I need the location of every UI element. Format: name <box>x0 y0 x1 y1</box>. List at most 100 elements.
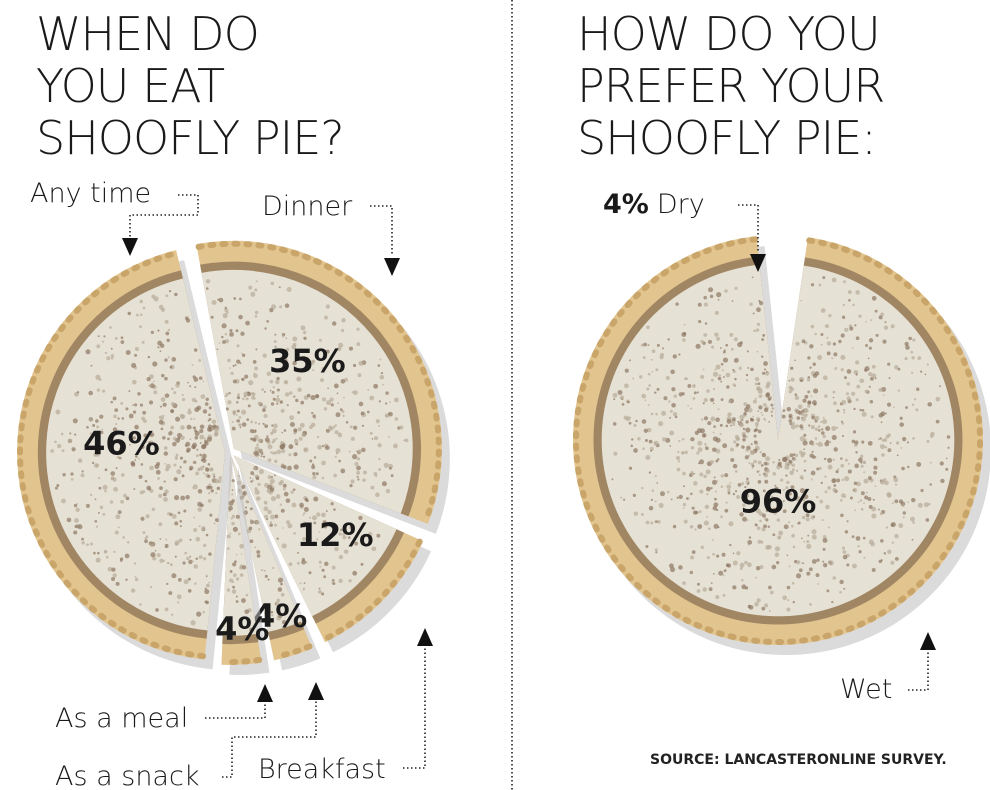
crumb <box>831 434 837 440</box>
crumb <box>867 440 873 446</box>
crumb <box>313 521 317 525</box>
crumb <box>755 576 758 579</box>
crumb <box>788 565 791 568</box>
crumb <box>696 589 701 593</box>
crumb <box>95 525 99 528</box>
crumb <box>271 424 274 427</box>
crumb <box>785 474 788 477</box>
crumb <box>828 313 832 318</box>
crumb <box>199 424 205 430</box>
crumb <box>728 521 734 527</box>
crumb <box>730 347 734 351</box>
crumb <box>714 490 717 493</box>
slice-filling <box>46 278 226 631</box>
crumb <box>88 390 93 396</box>
crumb <box>880 539 884 543</box>
crumb <box>70 472 74 476</box>
crumb <box>747 562 752 568</box>
crumb <box>811 450 814 453</box>
crumb <box>732 368 735 372</box>
crumb <box>198 467 201 470</box>
crumb <box>301 355 307 361</box>
crumb <box>335 412 341 418</box>
crumb <box>289 391 293 395</box>
crumb <box>260 455 263 458</box>
crumb <box>157 477 160 480</box>
crumb <box>763 361 768 366</box>
crumb <box>713 425 716 428</box>
crumb <box>893 477 899 483</box>
crumb <box>873 465 878 470</box>
crumb <box>285 520 291 525</box>
crumb <box>704 445 707 448</box>
crumb <box>822 276 826 280</box>
crumb <box>134 577 139 582</box>
crumb <box>704 322 708 325</box>
crumb <box>882 394 885 396</box>
crumb <box>702 368 705 371</box>
crumb <box>774 486 779 491</box>
crumb <box>120 401 124 405</box>
crumb <box>208 483 212 486</box>
crumb <box>806 571 811 576</box>
crumb <box>710 459 714 464</box>
crumb <box>324 445 330 451</box>
crumb <box>858 457 863 463</box>
crumb <box>822 537 828 543</box>
crumb <box>134 424 139 430</box>
crumb <box>799 436 805 442</box>
crumb <box>796 416 801 420</box>
crumb <box>705 469 711 475</box>
crumb <box>727 491 731 495</box>
crumb <box>160 307 166 312</box>
crumb <box>720 474 724 478</box>
crumb <box>782 500 785 503</box>
crumb <box>311 515 317 521</box>
crumb <box>911 538 914 541</box>
crumb <box>198 555 203 560</box>
crumb <box>875 333 879 337</box>
crumb <box>240 331 245 336</box>
crumb <box>232 412 236 416</box>
crumb <box>158 419 164 425</box>
crumb <box>160 397 166 402</box>
crumb <box>378 400 381 403</box>
crumb <box>86 425 89 429</box>
crumb <box>77 458 83 463</box>
slice-value-label: 96% <box>740 483 817 521</box>
left-title-line-3: SHOOFLY PIE? <box>36 111 344 165</box>
crumb <box>824 394 828 398</box>
crumb <box>662 347 665 350</box>
crumb <box>641 486 644 490</box>
crumb <box>142 410 147 415</box>
crumb <box>832 576 837 580</box>
crumb <box>698 510 702 514</box>
crumb <box>226 534 231 539</box>
crumb <box>216 486 221 491</box>
crumb <box>205 583 210 588</box>
crumb <box>187 577 191 581</box>
crumb <box>357 478 360 481</box>
crumb <box>839 498 843 502</box>
crumb <box>640 343 645 347</box>
crumb <box>654 520 658 523</box>
crumb <box>378 424 381 427</box>
crumb <box>394 417 399 421</box>
crumb <box>703 520 709 526</box>
crumb <box>196 611 202 617</box>
crumb <box>379 358 382 361</box>
crumb <box>729 413 732 416</box>
crumb <box>633 511 639 516</box>
crumb <box>676 496 679 499</box>
crumb <box>699 489 704 494</box>
crumb <box>110 347 113 350</box>
crumb <box>843 411 846 414</box>
crumb <box>168 431 173 436</box>
crumb <box>94 519 98 523</box>
crumb <box>894 557 899 561</box>
crumb <box>352 363 357 368</box>
slice-filling <box>601 264 955 617</box>
crumb <box>703 333 708 337</box>
crumb <box>155 446 160 451</box>
crumb <box>280 592 285 597</box>
